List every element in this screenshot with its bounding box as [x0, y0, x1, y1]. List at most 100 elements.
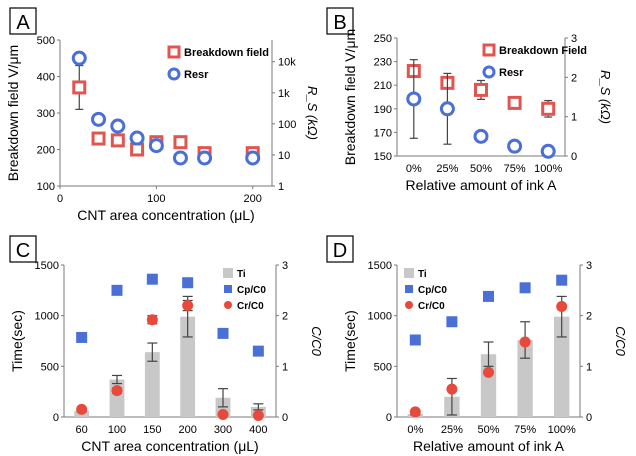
- y2-axis-label: R_S (kΩ): [598, 70, 613, 124]
- legend-marker-circle: [167, 67, 181, 81]
- x-tick-label: 25%: [441, 424, 463, 436]
- y-tick-label: 150: [374, 151, 392, 163]
- x-tick-label: 400: [249, 424, 267, 436]
- x-axis-label: Relative amount of ink A: [406, 177, 558, 193]
- legend-label: Cr/C0: [237, 301, 264, 312]
- resr-point: [172, 150, 188, 166]
- ti-bar: [180, 316, 196, 417]
- ti-bar: [554, 316, 570, 417]
- y-tick-label: 1500: [368, 260, 392, 272]
- y2-tick-label: 1: [278, 181, 284, 193]
- resr-point: [439, 101, 455, 117]
- cr-point: [519, 336, 531, 348]
- breakdown-point: [173, 135, 188, 150]
- x-axis-label: Relative amount of ink A: [413, 438, 565, 454]
- x-tick-label: 0: [57, 193, 63, 205]
- breakdown-point: [507, 95, 522, 110]
- cr-point: [446, 383, 458, 395]
- y2-tick-label: 2: [282, 311, 288, 323]
- cp-point: [76, 331, 88, 343]
- x-tick-label: 100: [108, 424, 126, 436]
- panel-label: D: [333, 240, 347, 262]
- y2-tick-label: 2: [586, 311, 592, 323]
- panel-label-box: [326, 235, 354, 263]
- resr-point: [148, 138, 164, 154]
- panel-label-box: [9, 7, 37, 35]
- breakdown-point: [91, 131, 106, 146]
- y-tick-label: 300: [37, 108, 55, 120]
- cp-point: [146, 273, 158, 285]
- x-tick-label: 100%: [534, 163, 562, 175]
- cp-point: [252, 345, 264, 357]
- y2-tick-label: 10: [278, 150, 290, 162]
- ti-bar: [109, 379, 125, 417]
- y2-tick-label: 2: [571, 72, 577, 84]
- legend-label: Resr: [499, 67, 524, 79]
- x-tick-label: 200: [178, 424, 196, 436]
- panel-b: B 150 170 190 210 230 250 0 1 2 3 0% 25% 50% 75% 100% Re…: [326, 7, 613, 193]
- panel-label: A: [16, 12, 30, 34]
- legend-marker-square: [482, 43, 496, 57]
- cp-point: [556, 274, 568, 286]
- x-tick-label: 25%: [436, 163, 458, 175]
- cp-point: [519, 282, 531, 294]
- y-axis-label: Time(sec): [9, 310, 25, 372]
- y-tick-label: 210: [374, 80, 392, 92]
- resr-point: [197, 150, 213, 166]
- y2-axis-label: R_S (kΩ): [305, 86, 320, 140]
- y-tick-label: 230: [374, 57, 392, 69]
- resr-point: [406, 91, 422, 107]
- y-tick-label: 100: [37, 181, 55, 193]
- resr-point: [473, 128, 489, 144]
- ti-bar: [517, 339, 533, 417]
- breakdown-point: [541, 101, 556, 116]
- resr-point: [540, 143, 556, 159]
- breakdown-point: [130, 142, 145, 157]
- y2-tick-label: 1: [586, 361, 592, 373]
- resr-point: [245, 150, 261, 166]
- y-axis-label: Breakdown field V/μm: [5, 45, 21, 181]
- panel-label-box: [9, 235, 37, 263]
- x-tick-label: 60: [76, 424, 88, 436]
- x-tick-label: 150: [143, 424, 161, 436]
- y2-tick-label: 10k: [278, 57, 296, 69]
- cp-point: [182, 277, 194, 289]
- y-tick-label: 500: [374, 361, 392, 373]
- legend-label: Ti: [237, 269, 246, 280]
- panel-label: B: [333, 12, 346, 34]
- y2-axis-label: C/C0: [309, 326, 324, 356]
- y2-tick-label: 100: [278, 119, 296, 131]
- legend-label: Cr/C0: [418, 301, 445, 312]
- legend-label: Breakdown field: [184, 47, 269, 59]
- panel-c: C 0 500 1000 1500 0 1 2 3 60 100 150 200 300 400 CNT ar…: [9, 235, 324, 454]
- y2-tick-label: 0: [571, 151, 577, 163]
- cr-point: [556, 301, 568, 313]
- x-tick-label: 0%: [406, 163, 422, 175]
- y-tick-label: 500: [41, 361, 59, 373]
- cr-point: [217, 408, 229, 420]
- panel-label: C: [16, 240, 30, 262]
- breakdown-point: [474, 82, 488, 97]
- cp-point: [409, 334, 421, 346]
- legend-label: Resr: [184, 69, 209, 81]
- y2-axis-label: C/C0: [613, 326, 628, 356]
- resr-point: [129, 130, 145, 146]
- y-tick-label: 0: [386, 412, 392, 424]
- y-tick-label: 0: [53, 412, 59, 424]
- x-axis-label: CNT area concentration (μL): [77, 207, 254, 223]
- cr-point: [409, 406, 421, 418]
- ti-bar: [144, 352, 160, 417]
- cp-point: [483, 290, 494, 302]
- y2-tick-label: 1: [571, 112, 577, 124]
- x-tick-label: 75%: [514, 424, 536, 436]
- y2-tick-label: 3: [571, 33, 577, 45]
- y-axis-label: Breakdown field V/μm: [342, 29, 358, 165]
- x-tick-label: 75%: [504, 163, 526, 175]
- legend-marker-circle: [224, 301, 232, 309]
- y-tick-label: 250: [374, 33, 392, 45]
- legend-marker-bar: [223, 268, 233, 278]
- legend-label: Cp/C0: [237, 285, 266, 296]
- x-tick-label: 0%: [407, 424, 423, 436]
